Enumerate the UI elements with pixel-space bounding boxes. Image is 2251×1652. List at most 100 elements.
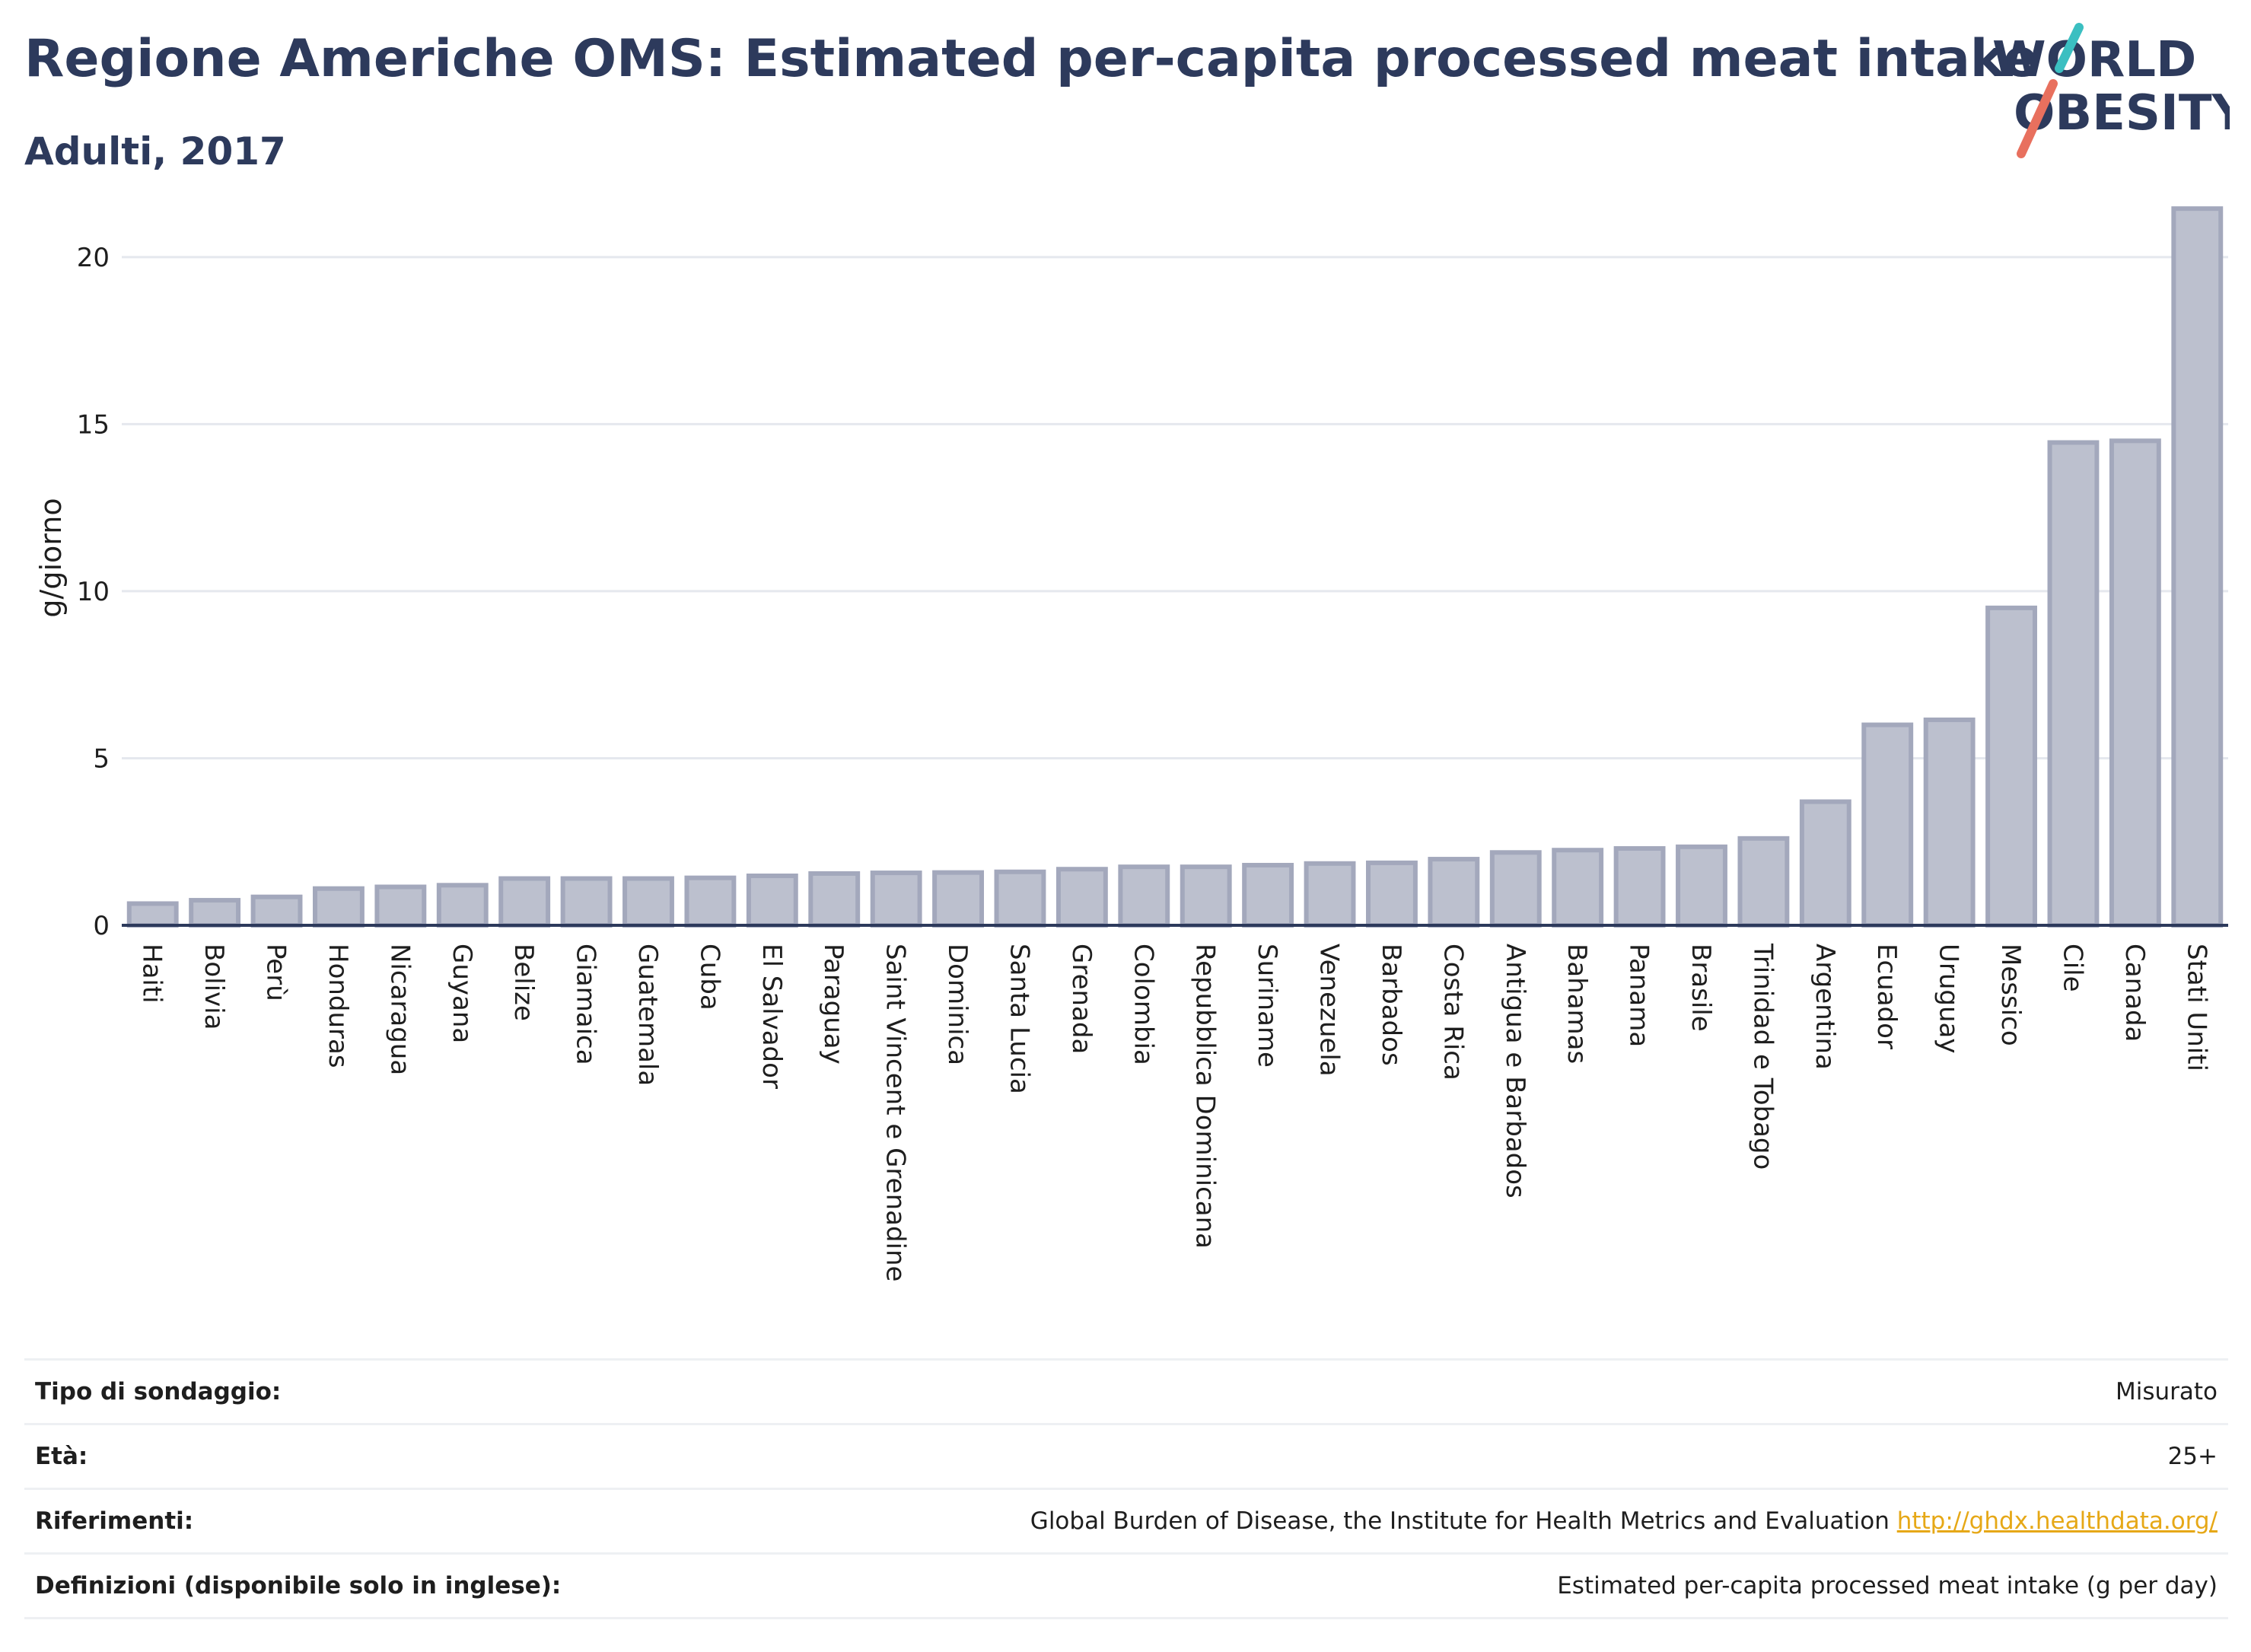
meta-value: 25+ [2167,1443,2218,1470]
x-tick-label: Grenada [1066,944,1097,1054]
meta-value: Misurato [2115,1378,2218,1405]
y-tick-label: 0 [93,911,110,941]
x-tick-label: Saint Vincent e Grenadine [880,944,911,1281]
meta-row-survey-type: Tipo di sondaggio: Misurato [24,1358,2228,1423]
x-tick-label: Antigua e Barbados [1500,944,1530,1198]
x-tick-label: Nicaragua [384,944,415,1075]
meta-row-age: Età: 25+ [24,1423,2228,1488]
chart-subtitle: Adulti, 2017 [24,129,286,173]
chart-title: Regione Americhe OMS: Estimated per-capi… [24,29,2039,89]
x-tick-label: Suriname [1252,944,1282,1068]
logo-slash-bottom [2017,79,2058,158]
bar [2109,438,2161,928]
bar [2171,206,2224,928]
bar [1552,848,1604,928]
metadata-table: Tipo di sondaggio: Misurato Età: 25+ Rif… [24,1358,2228,1619]
x-tick-label: Trinidad e Tobago [1747,943,1778,1170]
meta-value: Estimated per-capita processed meat inta… [1557,1572,2218,1599]
x-tick-label: Canada [2119,944,2150,1042]
x-tick-label: Perù [261,944,291,1001]
world-obesity-logo: WORLD OBESITY [1992,23,2230,158]
bar [932,870,984,928]
x-tick-label: Honduras [323,944,353,1068]
x-tick-label: Argentina [1810,944,1840,1070]
x-tick-label: Dominica [942,944,973,1065]
logo-slash-top [2055,23,2084,73]
x-tick-label: Ecuador [1871,944,1902,1049]
meta-label: Età: [35,1443,88,1470]
bar [1737,836,1790,928]
x-tick-label: Colombia [1128,944,1158,1065]
bar [498,876,551,928]
bar [1861,722,1914,928]
bars [126,206,2224,928]
bar [1118,864,1170,928]
bar [1055,867,1108,928]
y-axis-ticks: 0 5 10 15 20 [77,243,110,941]
x-tick-label: Brasile [1686,944,1716,1032]
meta-row-definitions: Definizioni (disponibile solo in inglese… [24,1552,2228,1619]
bar [684,875,737,928]
bar [1985,605,2037,928]
x-tick-label: Bahamas [1562,944,1592,1064]
meta-label: Definizioni (disponibile solo in inglese… [35,1572,562,1599]
x-tick-label: Messico [1995,944,2026,1046]
x-tick-label: Uruguay [1934,944,1964,1054]
bar [1242,862,1294,928]
bar [808,871,861,928]
x-tick-label: Paraguay [818,944,849,1065]
logo-text-world: WORLD [1992,32,2196,88]
x-tick-label: Belize [508,944,539,1021]
bar [1366,860,1418,928]
meta-row-references: Riferimenti: Global Burden of Disease, t… [24,1488,2228,1552]
bar [1180,864,1232,928]
x-tick-label: Cuba [694,944,724,1011]
x-tick-label: Costa Rica [1438,944,1468,1081]
x-tick-label: Cile [2057,944,2087,992]
bar [250,894,303,928]
bar [1799,799,1851,928]
bar [1428,857,1480,928]
y-axis-label: g/giorno [34,498,68,617]
x-tick-label: Guyana [447,944,477,1043]
bar [1613,846,1666,928]
bar [560,876,613,928]
bar [1923,717,1976,928]
y-tick-label: 5 [93,743,110,774]
bar [746,874,798,928]
x-tick-label: Stati Uniti [2181,944,2211,1071]
bar [1676,844,1727,928]
x-tick-label: Santa Lucia [1004,944,1034,1094]
bar [994,869,1046,928]
x-tick-label: Haiti [137,944,167,1004]
x-tick-label: Giamaica [571,944,601,1065]
y-tick-label: 10 [77,577,110,607]
x-tick-label: Guatemala [632,944,663,1086]
bar-chart: 0 5 10 15 20 Haiti Bolivia Perù Honduras Nicarag… [34,206,2228,1281]
x-tick-label: Venezuela [1314,944,1345,1077]
bar [189,898,241,928]
meta-label: Riferimenti: [35,1507,194,1535]
reference-link[interactable]: http://ghdx.healthdata.org/ [1896,1507,2218,1535]
grid-lines [122,256,2228,759]
x-tick-label: El Salvador [756,944,787,1089]
x-tick-label: Barbados [1376,944,1406,1066]
x-axis-labels: Haiti Bolivia Perù Honduras Nicaragua Guyana B… [137,943,2212,1281]
bar [622,876,674,928]
meta-label: Tipo di sondaggio: [35,1378,282,1405]
bar [2047,440,2100,928]
bar [126,901,179,928]
x-tick-label: Repubblica Dominicana [1190,944,1221,1249]
bar [436,883,489,928]
x-tick-label: Panama [1624,944,1654,1047]
meta-value-references: Global Burden of Disease, the Institute … [1030,1507,2228,1535]
bar [374,884,427,928]
bar [870,871,922,928]
y-tick-label: 20 [77,243,110,273]
bar [313,886,365,928]
y-tick-label: 15 [77,409,110,440]
bar [1489,850,1542,928]
reference-text: Global Burden of Disease, the Institute … [1030,1507,1890,1535]
bar [1304,861,1356,928]
x-tick-label: Bolivia [199,944,229,1030]
